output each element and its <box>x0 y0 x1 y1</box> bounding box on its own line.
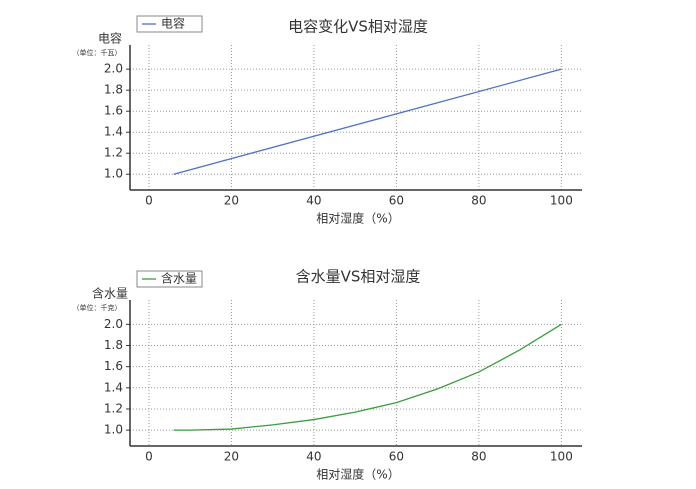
x-tick-label: 60 <box>389 194 404 208</box>
y-tick-label: 1.6 <box>104 104 123 118</box>
x-axis-label: 相对湿度（%） <box>316 467 399 482</box>
x-tick-label: 40 <box>306 450 321 464</box>
y-tick-label: 2.0 <box>104 62 123 76</box>
y-tick-label: 1.6 <box>104 359 123 373</box>
x-tick-label: 40 <box>306 194 321 208</box>
legend-box <box>136 270 203 288</box>
y-tick-label: 1.8 <box>104 338 123 352</box>
x-tick-label: 100 <box>550 450 573 464</box>
x-tick-label: 20 <box>224 194 239 208</box>
chart-title: 含水量VS相对湿度 <box>296 268 421 286</box>
x-tick-label: 20 <box>224 450 239 464</box>
y-tick-label: 1.4 <box>104 380 123 394</box>
x-tick-label: 0 <box>145 450 153 464</box>
y-tick-label: 2.0 <box>104 317 123 331</box>
legend-label: 电容 <box>161 16 185 31</box>
y-tick-label: 1.2 <box>104 401 123 415</box>
y-tick-label: 1.0 <box>104 167 123 181</box>
y-tick-label: 1.4 <box>104 125 123 139</box>
x-tick-label: 60 <box>389 450 404 464</box>
line <box>173 68 562 175</box>
y-tick-label: 1.8 <box>104 83 123 97</box>
line <box>173 323 562 431</box>
legend-label: 含水量 <box>161 271 197 286</box>
y-axis-label: 电容 <box>98 31 122 46</box>
y-tick-label: 1.0 <box>104 423 123 437</box>
x-tick-label: 0 <box>145 194 153 208</box>
chart-title: 电容变化VS相对湿度 <box>288 18 428 36</box>
x-tick-label: 80 <box>471 194 486 208</box>
y-axis-unit: （单位：千瓦） <box>73 48 122 57</box>
y-axis-unit: （单位：千克） <box>73 303 122 312</box>
legend-box <box>136 15 203 33</box>
x-tick-label: 80 <box>471 450 486 464</box>
y-tick-label: 1.2 <box>104 146 123 160</box>
x-tick-label: 100 <box>550 194 573 208</box>
x-axis-label: 相对湿度（%） <box>316 211 399 226</box>
y-axis-label: 含水量 <box>92 286 128 301</box>
